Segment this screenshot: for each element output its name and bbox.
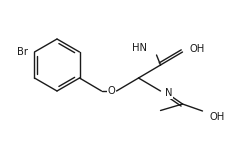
Text: OH: OH: [189, 44, 205, 54]
Text: HN: HN: [132, 43, 146, 53]
Text: N: N: [164, 88, 172, 98]
Text: Br: Br: [18, 47, 29, 57]
Text: OH: OH: [209, 112, 225, 122]
Text: O: O: [108, 86, 115, 96]
